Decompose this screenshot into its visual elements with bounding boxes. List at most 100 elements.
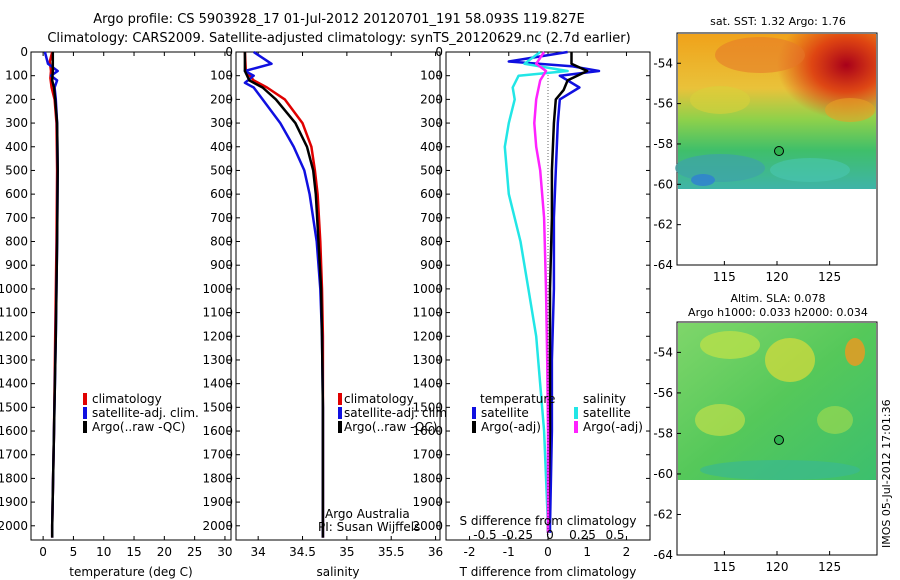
legend-swatch-temperature-argo bbox=[472, 421, 476, 433]
x-tick-label: -1 bbox=[503, 545, 515, 559]
depth-tick-label: 1000 bbox=[412, 282, 443, 296]
depth-tick-label: 600 bbox=[210, 187, 233, 201]
x-tick-label: 35 bbox=[339, 545, 354, 559]
depth-tick-label: 500 bbox=[420, 163, 443, 177]
depth-tick-label: 1300 bbox=[412, 353, 443, 367]
lat-tick-label: -64 bbox=[653, 548, 673, 562]
depth-tick-label: 2000 bbox=[0, 519, 28, 533]
depth-tick-label: 200 bbox=[210, 92, 233, 106]
depth-tick-label: 600 bbox=[420, 187, 443, 201]
salinity-xlabel: salinity bbox=[316, 565, 359, 579]
sst-map: sat. SST: 1.32 Argo: 1.76 -54 -56 -58 -60 -6… bbox=[653, 15, 878, 284]
depth-tick-label: 1600 bbox=[202, 424, 233, 438]
legend-swatch-salinity-satellite bbox=[574, 407, 578, 419]
depth-tick-label: 400 bbox=[420, 140, 443, 154]
depth-tick-label: 1400 bbox=[412, 377, 443, 391]
legend-swatch-argo bbox=[338, 421, 342, 433]
depth-tick-label: 300 bbox=[5, 116, 28, 130]
lat-tick-label: -54 bbox=[653, 345, 673, 359]
depth-tick-label: 500 bbox=[5, 163, 28, 177]
timestamp-stamp: IMOS 05-Jul-2012 17:01:36 bbox=[880, 399, 893, 548]
lat-tick-label: -62 bbox=[653, 218, 673, 232]
lon-tick-label: 120 bbox=[766, 270, 789, 284]
temperature-axes bbox=[30, 51, 232, 541]
depth-tick-label: 700 bbox=[5, 211, 28, 225]
argo-location-marker bbox=[774, 435, 784, 445]
depth-tick-label: 2000 bbox=[202, 519, 233, 533]
depth-tick-label: 0 bbox=[225, 45, 233, 59]
legend-swatch-climatology bbox=[338, 393, 342, 405]
x-tick-label: 5 bbox=[70, 545, 78, 559]
lon-tick-label: 120 bbox=[766, 560, 789, 574]
depth-tick-label: 1700 bbox=[412, 448, 443, 462]
depth-tick-label: 1800 bbox=[412, 471, 443, 485]
depth-tick-label: 300 bbox=[210, 116, 233, 130]
legend-label-salinity-satellite: satellite bbox=[583, 406, 631, 420]
depth-tick-label: 1700 bbox=[0, 448, 28, 462]
x-tick-label: 34 bbox=[251, 545, 266, 559]
depth-tick-label: 1400 bbox=[0, 377, 28, 391]
series-line-salinity-argo-adj bbox=[533, 51, 550, 533]
legend-swatch-salinity-argo bbox=[574, 421, 578, 433]
depth-tick-label: 1800 bbox=[0, 471, 28, 485]
x-tick-label: 34.5 bbox=[289, 545, 316, 559]
series-line-temperature-argo-adj bbox=[546, 52, 589, 533]
top-x-tick-label: 0.25 bbox=[569, 528, 596, 542]
depth-tick-label: 700 bbox=[210, 211, 233, 225]
depth-tick-label: 1400 bbox=[202, 377, 233, 391]
series-line-salinity-satellite bbox=[503, 51, 569, 533]
sla-field bbox=[678, 323, 876, 554]
credit-line2: PI: Susan Wijffels bbox=[318, 520, 420, 534]
legend-label-temperature-argo: Argo(-adj) bbox=[481, 420, 541, 434]
lat-tick-label: -60 bbox=[653, 467, 673, 481]
depth-tick-label: 100 bbox=[210, 69, 233, 83]
legend-label-satellite-adj: satellite-adj. clim. bbox=[344, 406, 451, 420]
lon-tick-label: 125 bbox=[818, 270, 841, 284]
depth-tick-label: 2000 bbox=[412, 519, 443, 533]
legend-label-argo: Argo(..raw -QC) bbox=[92, 420, 185, 434]
depth-tick-label: 1900 bbox=[0, 495, 28, 509]
legend-swatch-satellite-adj bbox=[83, 407, 87, 419]
depth-tick-label: 200 bbox=[5, 92, 28, 106]
depth-tick-label: 1000 bbox=[0, 282, 28, 296]
depth-tick-label: 200 bbox=[420, 92, 443, 106]
difference-xlabel: T difference from climatology bbox=[459, 565, 637, 579]
depth-tick-label: 1200 bbox=[0, 329, 28, 343]
depth-tick-label: 1700 bbox=[202, 448, 233, 462]
depth-tick-label: 1100 bbox=[0, 306, 28, 320]
temperature-legend: climatology satellite-adj. clim. Argo(..… bbox=[83, 392, 199, 434]
x-tick-label: 1 bbox=[583, 545, 591, 559]
depth-tick-label: 100 bbox=[5, 69, 28, 83]
depth-tick-label: 1900 bbox=[412, 495, 443, 509]
depth-tick-label: 1200 bbox=[412, 329, 443, 343]
lat-tick-label: -56 bbox=[653, 386, 673, 400]
depth-tick-label: 400 bbox=[210, 140, 233, 154]
x-tick-label: 2 bbox=[623, 545, 631, 559]
x-tick-label: 20 bbox=[157, 545, 172, 559]
difference-legend: temperature salinity satellite Argo(-adj… bbox=[472, 392, 643, 434]
temperature-panel: 0 100 200 300 400 500 600 700 800 900 1000 1100 1200… bbox=[0, 45, 233, 579]
lat-tick-label: -62 bbox=[653, 507, 673, 521]
sla-map: Altim. SLA: 0.078 Argo h1000: 0.033 h200… bbox=[653, 292, 878, 574]
lat-tick-label: -64 bbox=[653, 258, 673, 272]
x-tick-label: 10 bbox=[96, 545, 111, 559]
credit-line1: Argo Australia bbox=[325, 507, 410, 521]
depth-tick-label: 1100 bbox=[412, 306, 443, 320]
x-tick-label: 15 bbox=[126, 545, 141, 559]
top-x-tick-label: -0.5 bbox=[473, 528, 496, 542]
depth-tick-label: 1900 bbox=[202, 495, 233, 509]
depth-tick-label: 1800 bbox=[202, 471, 233, 485]
lon-tick-label: 125 bbox=[818, 560, 841, 574]
depth-tick-label: 800 bbox=[210, 235, 233, 249]
top-x-tick-label: -0.25 bbox=[502, 528, 533, 542]
legend-swatch-climatology bbox=[83, 393, 87, 405]
depth-tick-label: 700 bbox=[420, 211, 443, 225]
depth-tick-label: 900 bbox=[210, 258, 233, 272]
legend-label-argo: Argo(..raw -QC) bbox=[344, 420, 437, 434]
depth-tick-label: 1200 bbox=[202, 329, 233, 343]
sst-field bbox=[675, 34, 876, 264]
depth-tick-label: 1500 bbox=[202, 400, 233, 414]
legend-swatch-satellite-adj bbox=[338, 407, 342, 419]
figure-title-line2: Climatology: CARS2009. Satellite-adjuste… bbox=[47, 31, 630, 46]
